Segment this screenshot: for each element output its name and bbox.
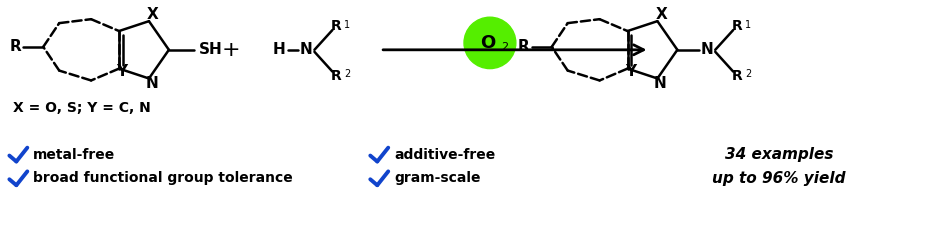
Circle shape	[463, 17, 515, 69]
Text: 2: 2	[500, 42, 508, 52]
Text: 1: 1	[344, 20, 350, 30]
Text: R: R	[9, 39, 21, 54]
Text: N: N	[653, 76, 666, 91]
Text: X: X	[147, 7, 159, 22]
Text: 1: 1	[744, 20, 751, 30]
Text: SH: SH	[199, 42, 223, 57]
Text: gram-scale: gram-scale	[393, 171, 480, 185]
Text: 2: 2	[744, 69, 751, 79]
Text: Y: Y	[625, 64, 636, 79]
Text: 2: 2	[344, 69, 350, 79]
Text: R: R	[330, 19, 342, 33]
Text: +: +	[221, 40, 239, 60]
Text: R: R	[731, 19, 741, 33]
Text: broad functional group tolerance: broad functional group tolerance	[33, 171, 292, 185]
Text: X: X	[655, 7, 666, 22]
Text: Y: Y	[116, 64, 127, 79]
Text: 34 examples: 34 examples	[724, 147, 832, 162]
Text: R: R	[518, 39, 529, 54]
Text: metal-free: metal-free	[33, 148, 115, 162]
Text: R: R	[330, 69, 342, 83]
Text: N: N	[700, 42, 713, 57]
Text: R: R	[731, 69, 741, 83]
Text: additive-free: additive-free	[393, 148, 495, 162]
Text: N: N	[146, 76, 158, 91]
Text: H: H	[272, 42, 285, 57]
Text: X = O, S; Y = C, N: X = O, S; Y = C, N	[13, 101, 151, 115]
Text: N: N	[300, 42, 313, 57]
Text: O: O	[480, 34, 495, 52]
Text: up to 96% yield: up to 96% yield	[712, 171, 844, 186]
